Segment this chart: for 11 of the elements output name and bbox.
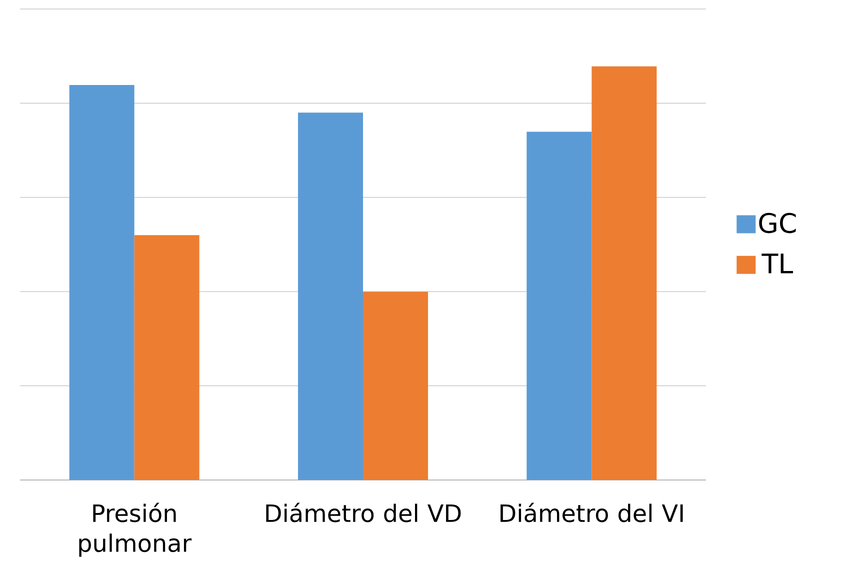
x-tick-label: Diámetro del VI (500, 502, 683, 522)
bar (526, 132, 592, 480)
bar (592, 66, 657, 480)
bar (363, 292, 428, 480)
legend-label: GC (759, 212, 796, 234)
bar (134, 235, 200, 480)
x-tick-label: Presión pulmonar (79, 502, 192, 557)
bar (69, 84, 134, 480)
legend-label: TL (762, 254, 794, 274)
bar (298, 112, 363, 480)
x-tick-label: Diámetro del VD (266, 502, 461, 522)
